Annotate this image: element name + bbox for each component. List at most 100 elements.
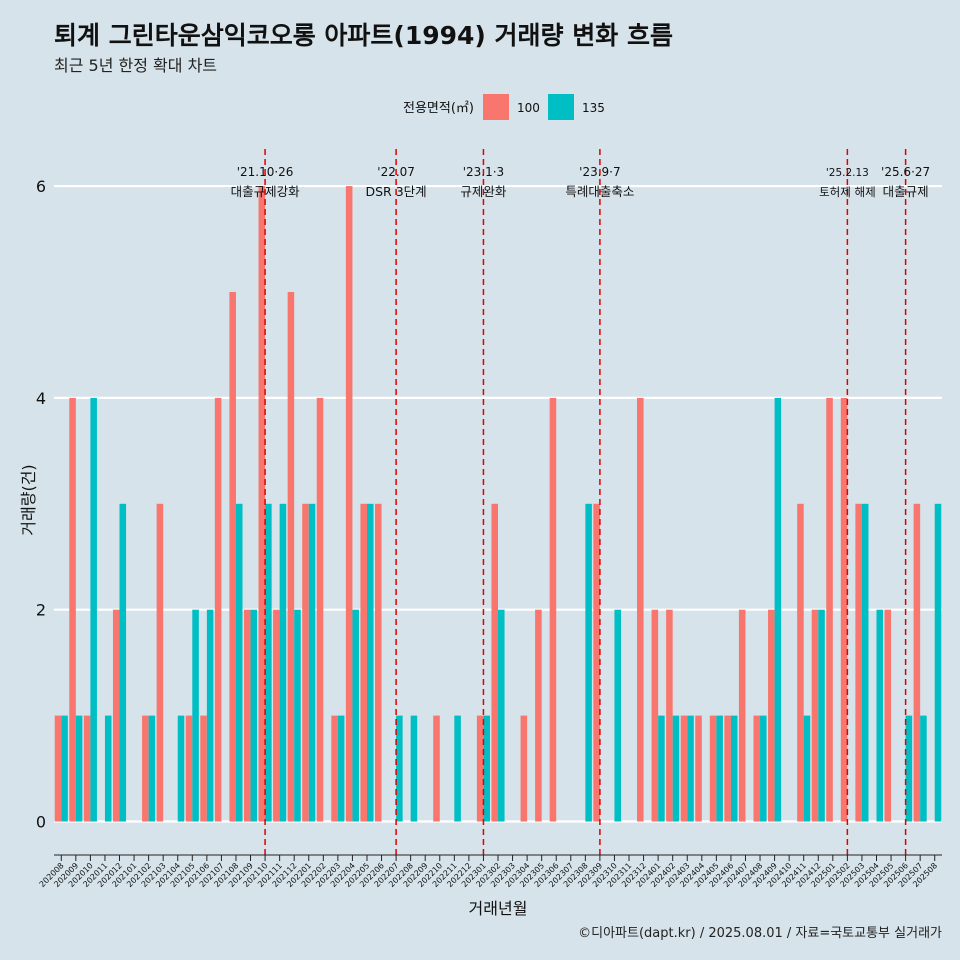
bar-100-202108 (229, 291, 236, 822)
bar-135-202504 (876, 609, 884, 822)
bar-100-202501 (826, 397, 833, 822)
bar-100-202204 (345, 186, 353, 822)
legend-label-135: 135 (582, 101, 605, 115)
event-date: '21.10·26 (237, 165, 294, 179)
bar-100-202502 (840, 397, 848, 822)
bar-100-202503 (855, 503, 862, 822)
bar-135-202507 (920, 715, 927, 822)
bar-135-202108 (235, 503, 243, 822)
bar-100-202110 (258, 186, 266, 822)
y-tick-label: 6 (36, 177, 46, 196)
bar-135-202110 (265, 503, 272, 822)
bar-135-202408 (760, 715, 767, 822)
bar-135-202401 (658, 715, 665, 822)
bar-100-202008 (54, 715, 62, 822)
y-tick-label: 0 (36, 813, 46, 832)
chart-subtitle: 최근 5년 한정 확대 차트 (54, 56, 218, 75)
event-label: 토허제 해제 (819, 185, 876, 199)
bar-135-202111 (279, 503, 287, 822)
chart-title: 퇴계 그린타운삼익코오롱 아파트(1994) 거래량 변화 흐름 (54, 21, 673, 50)
bar-100-202411 (797, 503, 804, 822)
bar-135-202205 (366, 503, 374, 822)
bar-100-202302 (491, 503, 498, 822)
bar-135-202207 (396, 715, 403, 822)
event-date: '22.07 (377, 165, 415, 179)
legend-swatch-100 (483, 94, 509, 120)
bar-135-202506 (905, 715, 913, 822)
bar-100-202407 (738, 609, 746, 822)
bar-135-202308 (585, 503, 592, 822)
bar-135-202012 (119, 503, 127, 822)
bar-100-202312 (637, 397, 644, 822)
bar-135-202105 (192, 609, 199, 822)
bar-135-202009 (75, 715, 83, 822)
bar-100-202304 (520, 715, 528, 822)
bars (54, 186, 942, 822)
bar-100-202205 (360, 503, 367, 822)
legend: 전용면적(㎡) 100 135 (403, 94, 605, 120)
bar-100-202505 (884, 609, 892, 822)
bar-135-202412 (818, 609, 825, 822)
bar-100-202405 (709, 715, 717, 822)
bar-100-202412 (811, 609, 819, 822)
y-tick-label: 4 (36, 389, 46, 408)
bar-135-202301 (483, 715, 490, 822)
bar-135-202508 (934, 503, 942, 822)
legend-title: 전용면적(㎡) (403, 101, 474, 116)
bar-135-202208 (410, 715, 418, 822)
x-axis-title: 거래년월 (469, 899, 528, 918)
bar-100-202105 (185, 715, 193, 822)
source-caption: ©디아파트(dapt.kr) / 2025.08.01 / 자료=국토교통부 실… (578, 926, 942, 941)
y-axis-title: 거래량(건) (19, 464, 38, 535)
bar-135-202201 (308, 503, 316, 822)
bar-135-202402 (672, 715, 680, 822)
bar-135-202503 (861, 503, 869, 822)
bar-135-202109 (250, 609, 258, 822)
bar-100-202402 (666, 609, 673, 822)
bar-135-202403 (687, 715, 694, 822)
bar-135-202104 (177, 715, 185, 822)
bar-135-202106 (206, 609, 214, 822)
bar-135-202008 (61, 715, 68, 822)
bar-100-202102 (142, 715, 149, 822)
y-axis: 0 2 4 6 (36, 177, 46, 831)
event-label: 대출규제강화 (231, 184, 301, 199)
event-date: '25.6·27 (881, 165, 930, 179)
legend-label-100: 100 (517, 101, 540, 115)
bar-100-202305 (535, 609, 542, 822)
event-date: '23.1·3 (463, 165, 504, 179)
bar-100-202010 (83, 715, 91, 822)
bar-100-202401 (651, 609, 659, 822)
bar-100-202306 (549, 397, 557, 822)
bar-100-202203 (331, 715, 338, 822)
bar-100-202406 (724, 715, 731, 822)
bar-100-202301 (476, 715, 484, 822)
bar-100-202201 (302, 503, 309, 822)
bar-135-202011 (104, 715, 112, 822)
bar-135-202405 (716, 715, 723, 822)
event-date: '23.9·7 (579, 165, 620, 179)
bar-135-202112 (294, 609, 301, 822)
bar-100-202210 (433, 715, 440, 822)
legend-swatch-135 (548, 94, 574, 120)
bar-100-202109 (243, 609, 251, 822)
bar-135-202302 (498, 609, 505, 822)
bar-100-202103 (156, 503, 164, 822)
bar-100-202012 (112, 609, 120, 822)
event-label: 대출규제 (883, 184, 929, 199)
bar-100-202206 (374, 503, 382, 822)
event-label: DSR 3단계 (366, 184, 427, 199)
bar-135-202310 (614, 609, 622, 822)
bar-100-202404 (695, 715, 702, 822)
bar-100-202112 (287, 291, 295, 822)
bar-135-202409 (774, 397, 782, 822)
bar-100-202507 (913, 503, 921, 822)
event-label: 특례대출축소 (565, 184, 634, 199)
bar-135-202204 (352, 609, 359, 822)
bar-100-202409 (768, 609, 775, 822)
y-tick-label: 2 (36, 601, 46, 620)
bar-100-202309 (593, 503, 600, 822)
event-label: 규제완화 (460, 184, 507, 199)
bar-100-202107 (214, 397, 222, 822)
